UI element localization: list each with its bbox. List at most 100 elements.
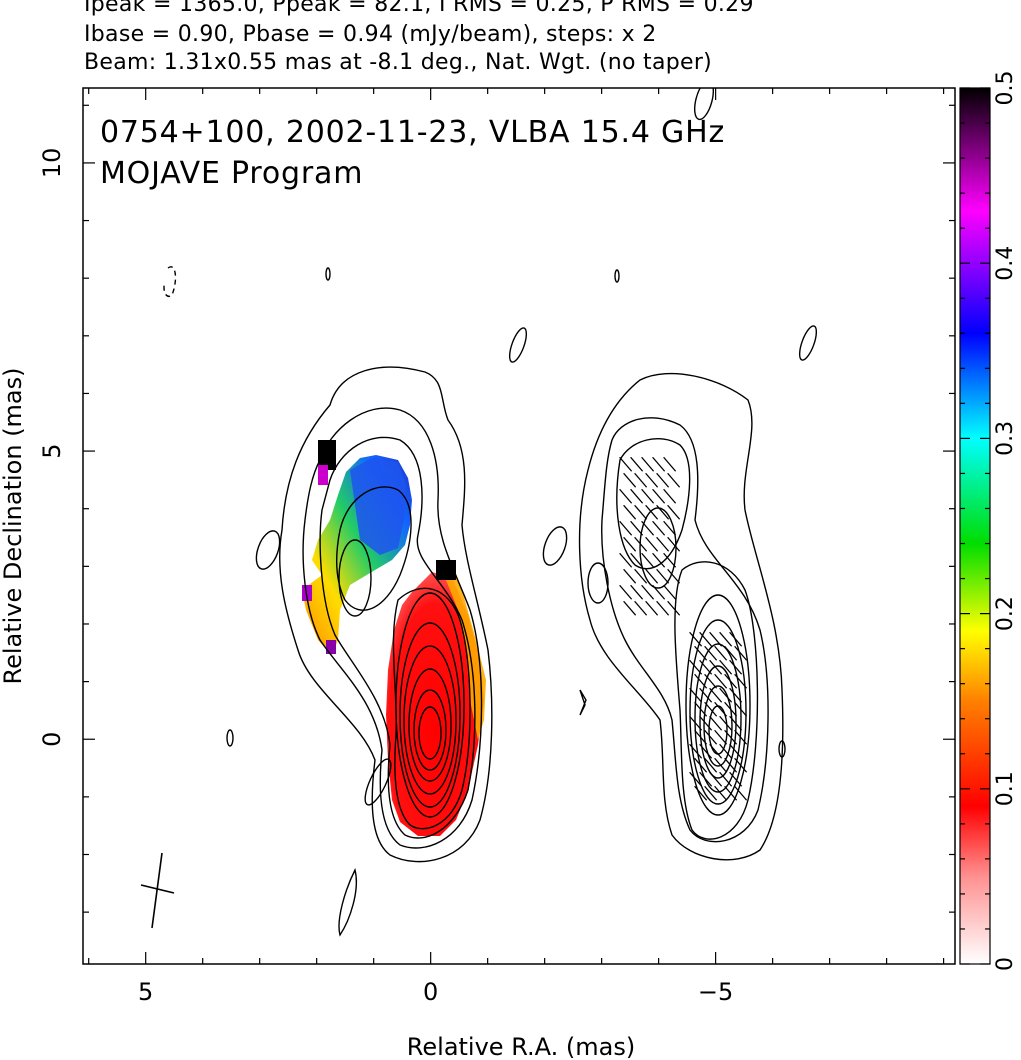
polarization-vector: [729, 715, 743, 731]
polarization-vector: [714, 645, 728, 661]
polarization-vector: [641, 520, 655, 536]
polarization-vector: [641, 456, 655, 472]
polarization-vector: [667, 536, 681, 552]
polarization-vector: [689, 659, 703, 675]
polarization-vector: [704, 785, 718, 801]
polarization-vector: [634, 472, 648, 488]
polarization-vector: [714, 701, 728, 717]
polarization-vector: [704, 701, 718, 717]
polarization-vector: [630, 520, 644, 536]
polarization-vector: [623, 600, 637, 616]
polarization-vector: [689, 687, 703, 703]
header-peak-line: Ipeak = 1365.0, Ppeak = 82.1, I RMS = 0.…: [84, 0, 754, 17]
y-axis-label: Relative Declination (mas): [0, 367, 27, 684]
polarization-vector: [709, 687, 723, 703]
map-content: [140, 88, 818, 937]
polarization-color-upper-blue: [350, 458, 406, 555]
polarization-vector: [641, 584, 655, 600]
polarization-vector: [630, 488, 644, 504]
polarization-vector: [709, 659, 723, 675]
map-subtitle: MOJAVE Program: [100, 156, 363, 191]
polarization-vector: [699, 631, 713, 647]
polarization-vector: [641, 552, 655, 568]
polarization-vector: [623, 472, 637, 488]
polarization-vector: [623, 568, 637, 584]
polarization-vector: [663, 552, 677, 568]
polarization-vector: [734, 645, 748, 661]
polarization-vector: [704, 757, 718, 773]
x-tick-label: 0: [423, 978, 438, 1006]
polarization-vector: [719, 771, 733, 787]
beam-marker: [140, 852, 175, 929]
x-tick-label: −5: [698, 978, 733, 1006]
polarization-vector: [689, 743, 703, 759]
polarization-vector: [619, 584, 633, 600]
polarization-vector: [689, 631, 703, 647]
polarization-vector: [634, 504, 648, 520]
plot-frame: [82, 87, 956, 965]
polarization-vector: [634, 568, 648, 584]
polarization-vector: [709, 631, 723, 647]
polarization-vector: [630, 456, 644, 472]
polarization-vector: [623, 504, 637, 520]
polarization-vector: [724, 673, 738, 689]
polarization-vector: [724, 757, 738, 773]
header-beam-line: Beam: 1.31x0.55 mas at -8.1 deg., Nat. W…: [84, 50, 713, 75]
header-base-line: Ibase = 0.90, Pbase = 0.94 (mJy/beam), s…: [84, 22, 657, 47]
axis-tick-labels: 5 0 −5 0 5 10: [38, 148, 733, 1006]
polarization-vector: [699, 771, 713, 787]
polarization-vector: [704, 645, 718, 661]
polarization-vector: [694, 645, 708, 661]
polarization-vector: [724, 645, 738, 661]
colorbar-tick-label: 0.1: [993, 771, 1018, 806]
polarization-vector: [709, 715, 723, 731]
polarization-vector: [630, 552, 644, 568]
polarization-vector: [729, 771, 743, 787]
polarization-vector: [652, 552, 666, 568]
y-tick-label: 0: [38, 732, 66, 747]
colorbar-tick-label: 0.3: [993, 421, 1018, 456]
polarization-vector: [699, 743, 713, 759]
polarization-vector: [656, 536, 670, 552]
polarization-vector: [663, 520, 677, 536]
polarization-vector: [694, 757, 708, 773]
polarization-vector: [667, 504, 681, 520]
polarization-vector: [724, 785, 738, 801]
x-axis-label: Relative R.A. (mas): [407, 1033, 635, 1060]
intensity-contours-left: [163, 266, 528, 937]
polarization-vector: [667, 600, 681, 616]
polarization-vector: [694, 701, 708, 717]
polarization-vector: [645, 600, 659, 616]
polarization-vector: [699, 659, 713, 675]
polarization-vector: [663, 488, 677, 504]
polarization-vector: [656, 600, 670, 616]
y-tick-label: 10: [38, 148, 66, 179]
polarization-vector: [699, 687, 713, 703]
polarization-vector: [619, 552, 633, 568]
polarization-vector: [619, 520, 633, 536]
polarization-vector: [729, 743, 743, 759]
polarization-vector: [734, 785, 748, 801]
polarization-vector: [652, 520, 666, 536]
polarization-pixel-magenta: [318, 465, 328, 485]
polarization-vector: [663, 584, 677, 600]
polarization-vector: [719, 743, 733, 759]
polarization-vector: [623, 536, 637, 552]
axis-ticks: [83, 88, 955, 964]
polarization-vector: [656, 504, 670, 520]
polarization-vector: [656, 568, 670, 584]
polarization-vector: [694, 729, 708, 745]
polarization-vector: [641, 488, 655, 504]
polarization-vector: [714, 785, 728, 801]
polarization-vector: [709, 771, 723, 787]
colorbar: [959, 87, 991, 965]
polarization-vector: [709, 743, 723, 759]
polarization-vector: [689, 715, 703, 731]
polarization-vector: [719, 659, 733, 675]
polarization-vector: [719, 687, 733, 703]
colorbar-tick-label: 0.5: [993, 71, 1018, 106]
polarization-vector: [719, 715, 733, 731]
colorbar-tick-label: 0.4: [993, 246, 1018, 281]
colorbar-tick-label: 0: [993, 957, 1018, 971]
intensity-contours-right: [542, 88, 818, 861]
